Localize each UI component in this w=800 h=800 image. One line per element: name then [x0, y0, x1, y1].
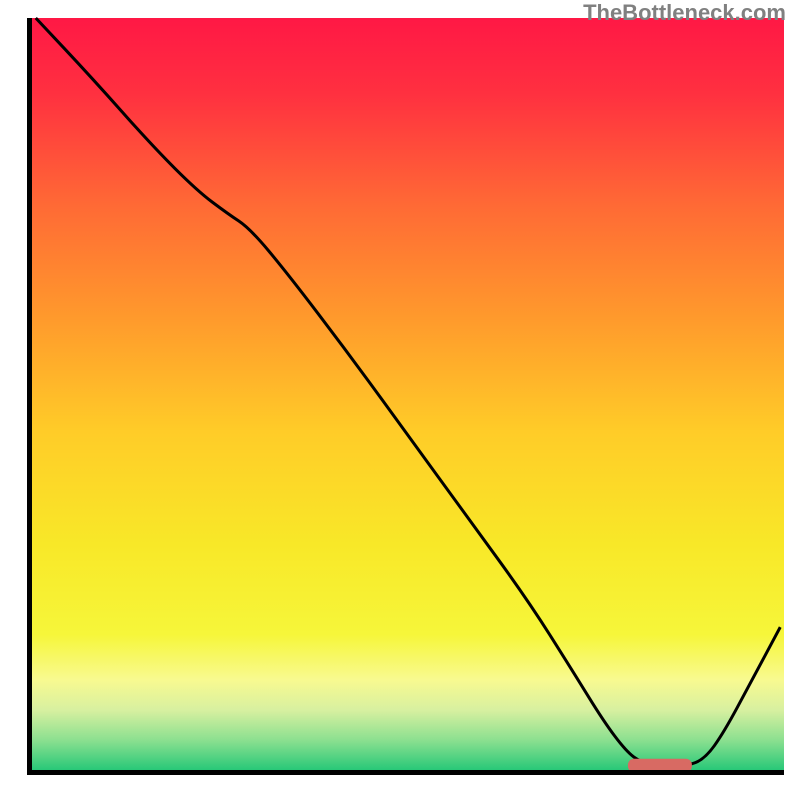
chart-container: TheBottleneck.com — [0, 0, 800, 800]
watermark-text: TheBottleneck.com — [583, 0, 786, 26]
marker-layer — [32, 18, 784, 770]
y-axis — [27, 18, 32, 770]
x-axis — [27, 770, 784, 775]
plot-area — [32, 18, 784, 770]
